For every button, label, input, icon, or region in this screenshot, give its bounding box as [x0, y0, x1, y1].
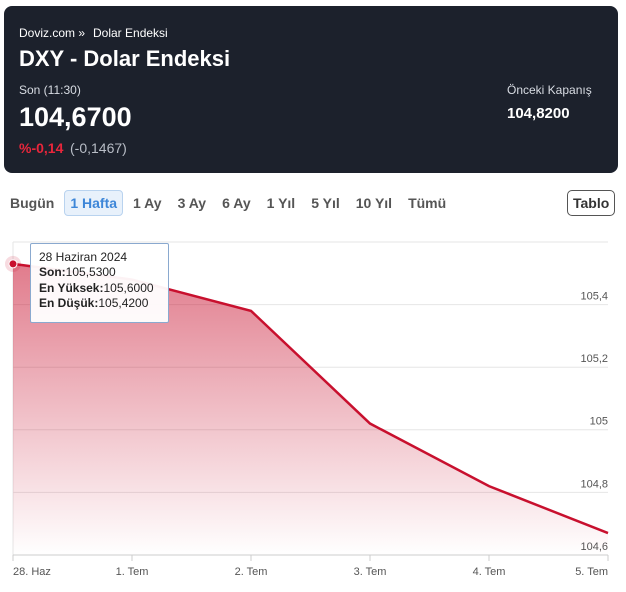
tooltip-label: Son:: [39, 265, 66, 279]
last-value: 104,6700: [19, 102, 132, 132]
y-tick-label: 105,2: [580, 353, 608, 365]
tooltip-value: 105,5300: [65, 265, 116, 279]
period-tab[interactable]: Bugün: [10, 195, 55, 211]
tooltip-label: En Düşük:: [39, 296, 99, 310]
last-label: Son (11:30): [19, 83, 81, 97]
tooltip-date: 28 Haziran 2024: [39, 250, 128, 264]
tooltip-row: Son:105,5300: [39, 265, 116, 279]
tooltip-value: 105,4200: [98, 296, 149, 310]
period-tab[interactable]: 10 Yıl: [355, 195, 393, 211]
marker: [8, 259, 18, 269]
breadcrumb-item: Dolar Endeksi: [93, 26, 168, 40]
prev-close-value: 104,8200: [507, 105, 570, 122]
change-pct: %-0,14: [19, 140, 64, 156]
x-tick-label: 28. Haz: [13, 566, 51, 578]
tooltip-row: En Yüksek:105,6000: [39, 281, 154, 295]
header-card: Doviz.com » Dolar Endeksi DXY - Dolar En…: [4, 6, 618, 173]
tooltip-label: En Yüksek:: [39, 280, 104, 295]
change-abs: (-0,1467): [70, 140, 127, 156]
breadcrumb-link[interactable]: Doviz.com »: [19, 26, 86, 40]
y-tick-label: 105,4: [580, 291, 608, 303]
x-tick-label: 5. Tem: [575, 566, 608, 578]
table-button[interactable]: Tablo: [567, 190, 616, 216]
period-tab[interactable]: 1 Hafta: [64, 190, 124, 216]
tooltip-value: 105,6000: [103, 280, 154, 295]
area: [13, 263, 608, 555]
period-tab[interactable]: 3 Ay: [177, 195, 207, 211]
title: DXY - Dolar Endeksi: [19, 46, 231, 71]
y-tick-label: 105: [590, 416, 608, 428]
period-tab[interactable]: 1 Ay: [133, 195, 162, 211]
period-tabs: Bugün 1 Hafta 1 Ay 3 Ay 6 Ay 1 Yıl 5 Yıl 10 Yıl…: [4, 190, 456, 216]
period-tab[interactable]: 6 Ay: [222, 195, 251, 211]
x-tick-label: 3. Tem: [354, 566, 387, 578]
x-tick-label: 2. Tem: [235, 566, 268, 578]
x-tick-label: 4. Tem: [473, 566, 506, 578]
tooltip-row: En Düşük:105,4200: [39, 296, 148, 310]
tooltip: 28 Haziran 2024 Son:105,5300 En Yüksek:10…: [30, 243, 169, 323]
prev-close-label: Önceki Kapanış: [507, 83, 592, 97]
period-tab[interactable]: 1 Yıl: [266, 195, 296, 211]
y-tick-label: 104,8: [580, 478, 608, 490]
x-tick-label: 1. Tem: [116, 566, 149, 578]
period-tab[interactable]: 5 Yıl: [311, 195, 340, 211]
period-tab[interactable]: Tümü: [408, 195, 447, 211]
